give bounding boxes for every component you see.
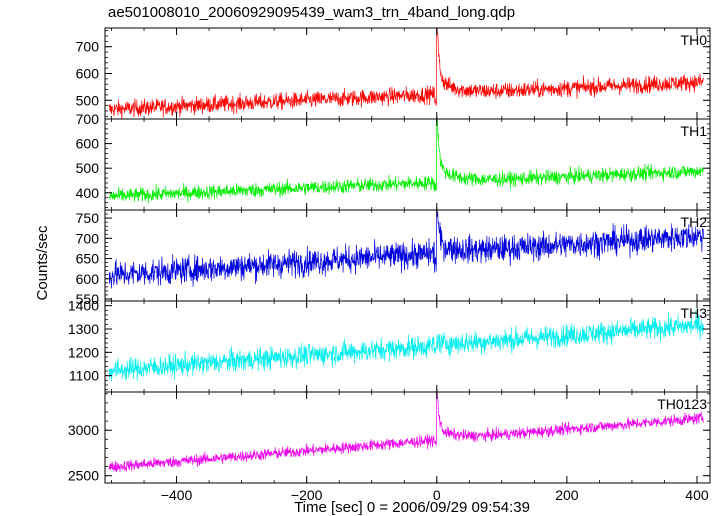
y-tick-label: 1400 — [68, 298, 99, 314]
y-tick-label: 1200 — [68, 344, 99, 360]
y-tick-label: 600 — [76, 66, 100, 82]
panel-label: TH3 — [681, 305, 708, 321]
series-line-th3 — [108, 309, 704, 382]
y-tick-label: 500 — [76, 160, 100, 176]
chart-panels: 500 600 700 TH0 400 500 600 700 TH1 550 600 650 700 7… — [68, 27, 711, 503]
panel-th0123: 2500 3000 TH0123 — [68, 391, 711, 484]
panel-label: TH0 — [681, 32, 708, 48]
y-tick-label: 700 — [76, 39, 100, 55]
x-axis-label: Time [sec] 0 = 2006/09/29 09:54:39 — [294, 499, 530, 516]
y-tick-label: 600 — [76, 271, 100, 287]
y-tick-label: 1100 — [69, 368, 99, 384]
series-line-th1 — [108, 119, 704, 204]
panel-label: TH0123 — [657, 396, 707, 412]
y-tick-label: 500 — [76, 92, 100, 108]
series-line-th2 — [108, 210, 704, 289]
y-axis-label: Counts/sec — [34, 225, 51, 301]
y-tick-label: 550 — [76, 291, 100, 307]
panel-th3: 1100 1200 1300 1400 TH3 — [68, 298, 711, 393]
panel-frame — [104, 209, 711, 302]
panel-th1: 400 500 600 700 TH1 — [76, 111, 711, 211]
x-tick-label: 400 — [685, 487, 709, 503]
panel-label: TH1 — [681, 123, 708, 139]
y-tick-label: 600 — [76, 136, 100, 152]
series-line-th0 — [108, 28, 704, 119]
x-tick-label: −200 — [291, 487, 323, 503]
panel-th0: 500 600 700 TH0 — [76, 27, 711, 120]
y-tick-label: 3000 — [68, 422, 99, 438]
chart-title: ae501008010_20060929095439_wam3_trn_4ban… — [108, 4, 515, 21]
y-tick-label: 400 — [76, 185, 100, 201]
y-tick-label: 650 — [76, 251, 100, 267]
x-tick-label: 0 — [433, 487, 441, 503]
panel-frame — [104, 391, 711, 484]
y-tick-label: 1300 — [68, 321, 99, 337]
y-tick-label: 700 — [76, 230, 100, 246]
panel-label: TH2 — [681, 214, 708, 230]
x-tick-label: 200 — [555, 487, 579, 503]
y-tick-label: 700 — [76, 111, 100, 127]
x-tick-label: −400 — [161, 487, 193, 503]
panel-th2: 550 600 650 700 750 TH2 — [76, 209, 711, 307]
y-tick-label: 750 — [76, 210, 100, 226]
series-line-th0123 — [108, 392, 704, 473]
y-tick-label: 2500 — [68, 468, 99, 484]
